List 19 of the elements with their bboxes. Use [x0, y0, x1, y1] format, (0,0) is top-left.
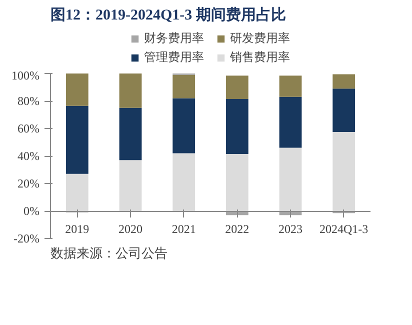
y-tick-label: -20%: [14, 232, 40, 246]
y-tick-label: 20%: [18, 176, 40, 190]
y-tick-label: 80%: [18, 94, 40, 108]
legend-label: 管理费用率: [144, 49, 204, 66]
x-tick-label: 2021: [172, 222, 196, 236]
y-tick-label: 40%: [18, 149, 40, 163]
chart-title: 图12：2019-2024Q1-3 期间费用占比: [50, 6, 286, 24]
x-tick-label: 2019: [65, 222, 90, 236]
y-tick-label: 60%: [18, 122, 40, 136]
y-tick-label: 0%: [24, 204, 40, 218]
legend-label: 研发费用率: [230, 30, 290, 47]
legend-label: 销售费用率: [230, 49, 290, 66]
legend-label: 财务费用率: [144, 30, 204, 47]
x-tick-label: 2020: [118, 222, 142, 236]
x-tick-label: 2023: [278, 222, 302, 236]
x-tick-label: 2024Q1-3: [320, 222, 368, 236]
x-tick-label: 2022: [225, 222, 250, 236]
source-note: 数据来源：公司公告: [50, 246, 168, 260]
y-tick-label: 100%: [12, 68, 40, 82]
